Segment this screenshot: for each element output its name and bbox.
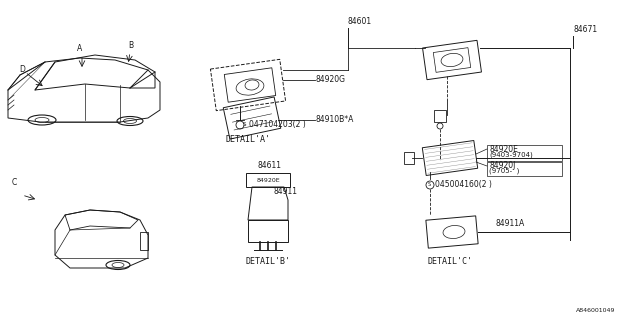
Text: A: A xyxy=(77,44,83,53)
Text: 84671: 84671 xyxy=(573,26,597,35)
Text: 84611: 84611 xyxy=(258,161,282,170)
Text: 84920J: 84920J xyxy=(489,161,515,170)
Text: 047104203(2 ): 047104203(2 ) xyxy=(249,121,306,130)
Text: DETAIL'C': DETAIL'C' xyxy=(428,258,472,267)
Text: 84910B*A: 84910B*A xyxy=(316,116,355,124)
Text: DETAIL'B': DETAIL'B' xyxy=(246,258,291,267)
Text: 045004160(2 ): 045004160(2 ) xyxy=(435,180,492,189)
Text: 84911A: 84911A xyxy=(495,220,524,228)
Text: A846001049: A846001049 xyxy=(575,308,615,313)
Text: C: C xyxy=(12,178,17,187)
Text: D: D xyxy=(19,66,25,75)
Text: S: S xyxy=(428,182,431,188)
Text: 84911: 84911 xyxy=(273,188,297,196)
Text: B: B xyxy=(129,41,134,50)
Text: 84920E: 84920E xyxy=(489,145,518,154)
Text: DETAIL'A': DETAIL'A' xyxy=(225,135,271,145)
Text: 84601: 84601 xyxy=(348,18,372,27)
Text: (9403-9704): (9403-9704) xyxy=(489,152,532,158)
Text: (9705-  ): (9705- ) xyxy=(489,168,520,174)
Text: 84920E: 84920E xyxy=(256,178,280,182)
Text: 84920G: 84920G xyxy=(316,76,346,84)
Text: S: S xyxy=(243,123,246,127)
